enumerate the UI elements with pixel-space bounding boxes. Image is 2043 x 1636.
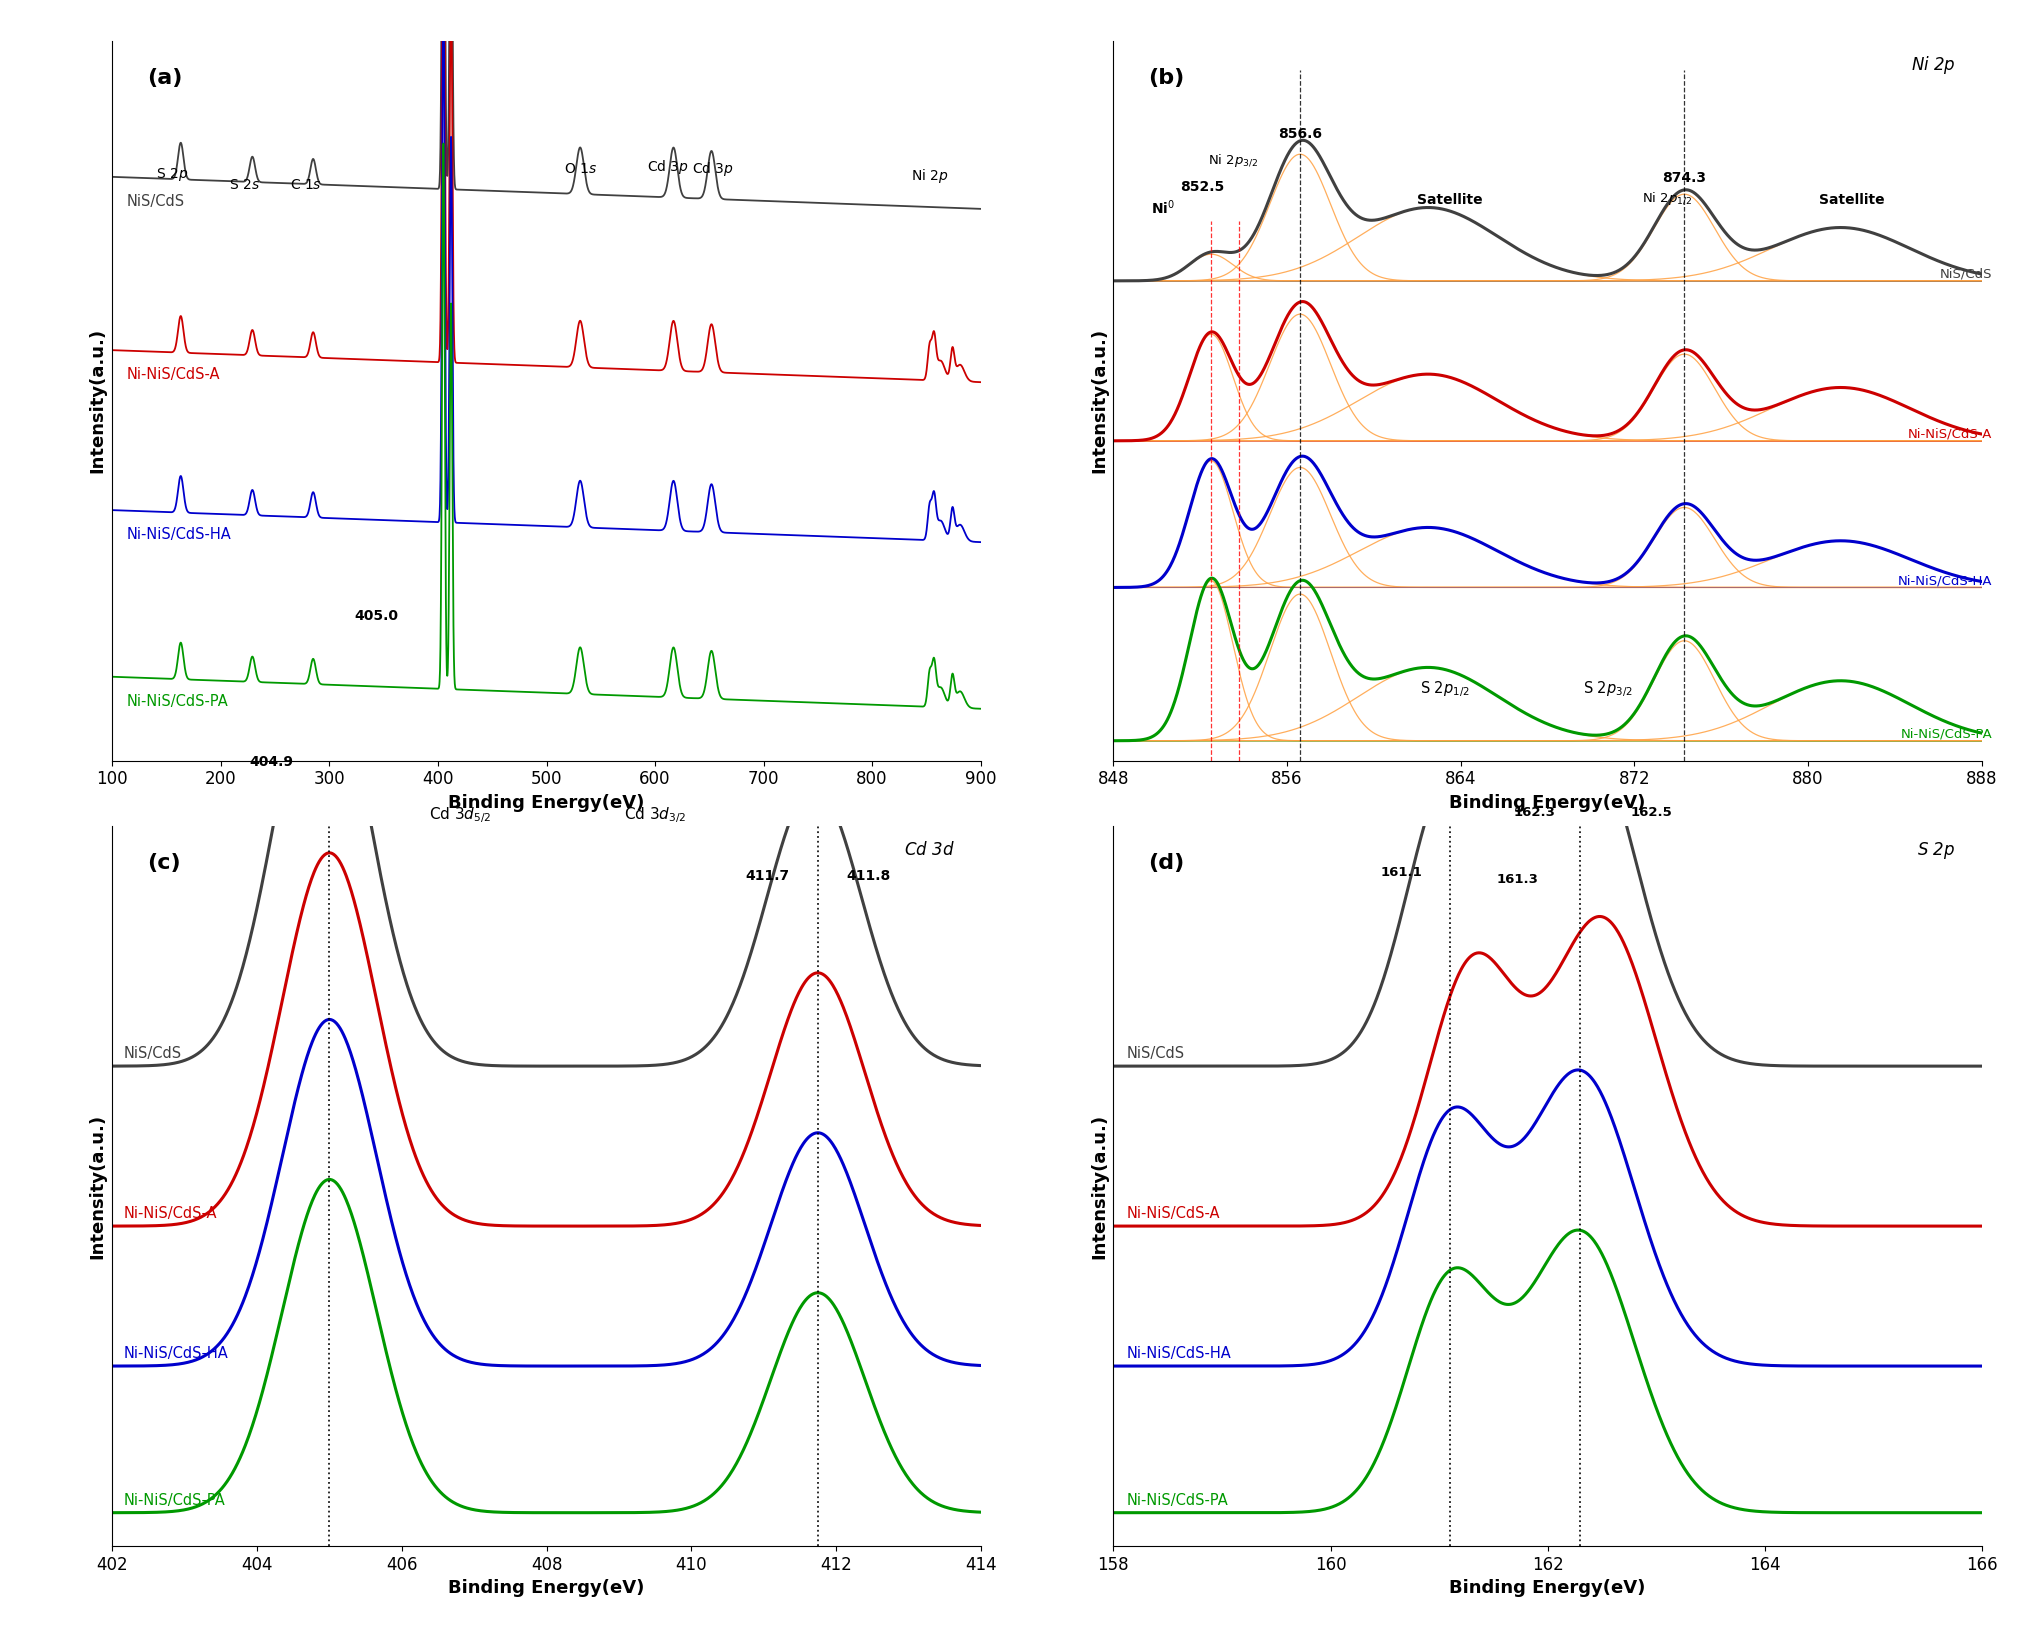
Text: Cd 3$d_{5/2}$: Cd 3$d_{5/2}$	[429, 805, 490, 825]
Text: 856.6: 856.6	[1279, 126, 1322, 141]
Text: Cd 3$d_{3/2}$: Cd 3$d_{3/2}$	[623, 805, 686, 825]
Text: Ni-NiS/CdS-A: Ni-NiS/CdS-A	[1126, 1206, 1220, 1220]
Text: Ni 2$p$: Ni 2$p$	[911, 167, 948, 185]
Text: 852.5: 852.5	[1181, 180, 1224, 195]
Text: Ni-NiS/CdS-A: Ni-NiS/CdS-A	[1908, 427, 1992, 440]
Text: NiS/CdS: NiS/CdS	[1941, 268, 1992, 280]
Text: NiS/CdS: NiS/CdS	[1126, 1045, 1185, 1062]
Text: Ni 2$p_{1/2}$: Ni 2$p_{1/2}$	[1643, 191, 1692, 208]
Text: Ni-NiS/CdS-PA: Ni-NiS/CdS-PA	[1126, 1492, 1228, 1508]
Text: (a): (a)	[147, 69, 182, 88]
Text: S 2$p$: S 2$p$	[155, 165, 188, 183]
Text: Satellite: Satellite	[1818, 193, 1884, 208]
Text: (c): (c)	[147, 854, 180, 874]
Text: 161.1: 161.1	[1381, 865, 1422, 879]
Y-axis label: Intensity(a.u.): Intensity(a.u.)	[88, 329, 106, 473]
Text: 404.9: 404.9	[249, 756, 294, 769]
Text: 405.0: 405.0	[355, 609, 398, 623]
Text: NiS/CdS: NiS/CdS	[123, 1045, 182, 1062]
Text: Ni-NiS/CdS-A: Ni-NiS/CdS-A	[123, 1206, 217, 1220]
Text: C 1$s$: C 1$s$	[290, 178, 321, 191]
Text: NiS/CdS: NiS/CdS	[127, 195, 184, 209]
Text: Ni-NiS/CdS-HA: Ni-NiS/CdS-HA	[123, 1346, 229, 1361]
Y-axis label: Intensity(a.u.): Intensity(a.u.)	[1089, 329, 1107, 473]
Text: S 2$s$: S 2$s$	[229, 178, 259, 191]
Y-axis label: Intensity(a.u.): Intensity(a.u.)	[1089, 1114, 1107, 1258]
Text: Ni 2$p$: Ni 2$p$	[1910, 54, 1955, 75]
Text: S 2$p_{1/2}$: S 2$p_{1/2}$	[1420, 679, 1469, 699]
Text: Ni-NiS/CdS-PA: Ni-NiS/CdS-PA	[127, 694, 229, 708]
X-axis label: Binding Energy(eV): Binding Energy(eV)	[1448, 793, 1647, 811]
Text: (b): (b)	[1148, 69, 1185, 88]
Text: 874.3: 874.3	[1663, 172, 1706, 185]
Text: Cd 3$d$: Cd 3$d$	[903, 841, 954, 859]
Text: Cd 3$p$: Cd 3$p$	[693, 160, 733, 178]
Text: 161.3: 161.3	[1495, 874, 1538, 885]
X-axis label: Binding Energy(eV): Binding Energy(eV)	[447, 793, 646, 811]
Text: Ni 2$p_{3/2}$: Ni 2$p_{3/2}$	[1207, 152, 1258, 169]
Text: Ni-NiS/CdS-PA: Ni-NiS/CdS-PA	[123, 1492, 225, 1508]
Text: Ni-NiS/CdS-PA: Ni-NiS/CdS-PA	[1900, 728, 1992, 741]
X-axis label: Binding Energy(eV): Binding Energy(eV)	[1448, 1579, 1647, 1597]
Text: O 1$s$: O 1$s$	[564, 162, 597, 177]
Text: S 2$p_{3/2}$: S 2$p_{3/2}$	[1583, 679, 1632, 699]
Text: 411.7: 411.7	[746, 869, 789, 882]
Text: S 2$p$: S 2$p$	[1918, 839, 1955, 861]
Text: 411.8: 411.8	[846, 869, 891, 882]
Text: Ni-NiS/CdS-HA: Ni-NiS/CdS-HA	[1898, 574, 1992, 587]
Text: (d): (d)	[1148, 854, 1185, 874]
Text: Satellite: Satellite	[1418, 193, 1483, 208]
Text: 162.5: 162.5	[1630, 807, 1673, 820]
X-axis label: Binding Energy(eV): Binding Energy(eV)	[447, 1579, 646, 1597]
Text: Cd 3$p$: Cd 3$p$	[648, 157, 688, 177]
Text: Ni-NiS/CdS-HA: Ni-NiS/CdS-HA	[1126, 1346, 1232, 1361]
Text: 162.3: 162.3	[1514, 807, 1555, 820]
Text: Ni-NiS/CdS-A: Ni-NiS/CdS-A	[127, 368, 221, 383]
Y-axis label: Intensity(a.u.): Intensity(a.u.)	[88, 1114, 106, 1258]
Text: Ni-NiS/CdS-HA: Ni-NiS/CdS-HA	[127, 527, 231, 543]
Text: Ni$^0$: Ni$^0$	[1152, 198, 1175, 218]
